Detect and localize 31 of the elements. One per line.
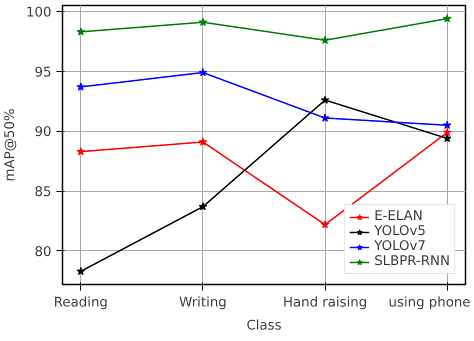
- legend-label: YOLOv5: [374, 224, 426, 239]
- point: [198, 138, 208, 146]
- legend-label: E-ELAN: [374, 209, 423, 224]
- x-tick-label: Writing: [179, 296, 227, 310]
- point: [442, 120, 452, 129]
- x-axis-title: Class: [246, 318, 282, 334]
- y-tick-label: 95: [34, 65, 52, 80]
- point: [76, 147, 86, 156]
- x-tick-label: Hand raising: [282, 296, 368, 310]
- point: [320, 220, 330, 228]
- y-tick-label: 100: [26, 5, 52, 20]
- point: [320, 96, 330, 104]
- point: [198, 18, 208, 26]
- legend-label: YOLOv7: [374, 239, 426, 254]
- point: [320, 114, 330, 122]
- point: [198, 202, 208, 210]
- point: [442, 14, 452, 22]
- y-tick-label: 90: [34, 125, 52, 140]
- point: [198, 68, 208, 76]
- point: [442, 128, 452, 136]
- x-tick-label: Reading: [54, 296, 108, 310]
- x-tick-label: using phone: [388, 296, 471, 310]
- point: [320, 36, 330, 44]
- point: [76, 82, 86, 91]
- y-axis-title: mAP@50%: [3, 108, 18, 182]
- legend-label: SLBPR-RNN: [374, 254, 450, 269]
- point: [442, 134, 452, 142]
- y-tick-label: 80: [34, 244, 52, 260]
- point: [76, 266, 86, 276]
- point: [76, 27, 86, 36]
- y-tick-label: 85: [34, 185, 52, 200]
